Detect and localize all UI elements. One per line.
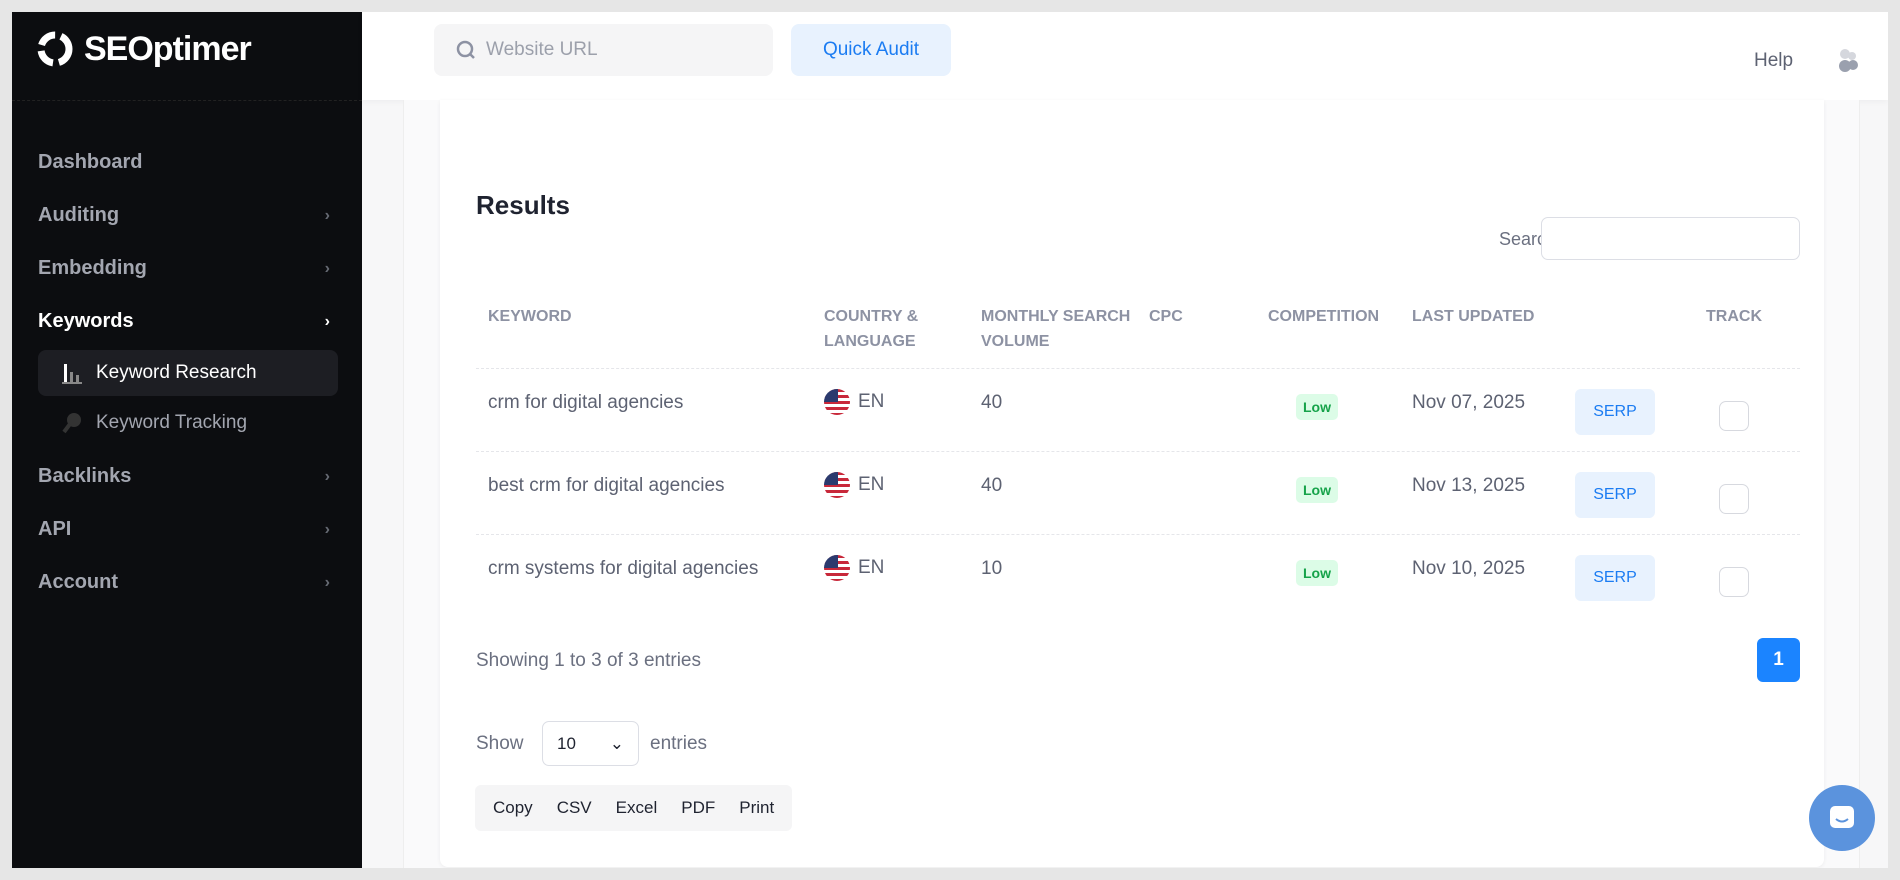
sidebar: SEOptimer Dashboard Auditing › Embedding ›… xyxy=(12,12,362,868)
sidebar-item-backlinks[interactable]: Backlinks › xyxy=(38,450,338,503)
competition-badge: Low xyxy=(1296,394,1338,420)
last-updated-cell: Nov 13, 2025 xyxy=(1412,475,1526,496)
chevron-right-icon: › xyxy=(324,312,330,330)
url-placeholder: Website URL xyxy=(486,39,598,60)
top-header: Website URL Quick Audit Help xyxy=(362,12,1888,100)
results-card: Results Search: KEYWORD COUNTRY & LANGUA… xyxy=(440,100,1824,867)
sidebar-item-embedding[interactable]: Embedding › xyxy=(38,242,338,295)
language-code: EN xyxy=(858,557,885,579)
sidebar-item-api[interactable]: API › xyxy=(38,503,338,556)
competition-badge: Low xyxy=(1296,560,1338,586)
row-divider xyxy=(476,534,1800,535)
sidebar-item-label: Account xyxy=(38,571,118,593)
copy-button[interactable]: Copy xyxy=(481,798,545,818)
col-competition[interactable]: COMPETITION xyxy=(1268,308,1380,325)
last-updated-cell: Nov 07, 2025 xyxy=(1412,392,1526,413)
sidebar-item-label: Embedding xyxy=(38,257,147,279)
chat-icon xyxy=(1830,806,1854,828)
sidebar-item-label: Backlinks xyxy=(38,465,132,487)
sidebar-item-label: Auditing xyxy=(38,204,120,226)
help-link[interactable]: Help xyxy=(1754,50,1794,71)
showing-entries: Showing 1 to 3 of 3 entries xyxy=(476,650,701,671)
us-flag-icon xyxy=(824,555,850,581)
chevron-down-icon: ⌄ xyxy=(609,733,624,753)
chat-launcher-button[interactable] xyxy=(1809,785,1875,851)
keyword-cell: best crm for digital agencies xyxy=(488,475,725,496)
volume-cell: 10 xyxy=(981,558,1003,579)
sidebar-item-label: API xyxy=(38,518,72,540)
competition-badge: Low xyxy=(1296,477,1338,503)
language-code: EN xyxy=(858,391,885,413)
us-flag-icon xyxy=(824,472,850,498)
brand-name: SEOptimer xyxy=(84,29,252,68)
col-country-language[interactable]: COUNTRY & LANGUAGE xyxy=(824,308,919,350)
app-window: SEOptimer Dashboard Auditing › Embedding ›… xyxy=(12,12,1888,868)
export-buttons: Copy CSV Excel PDF Print xyxy=(475,785,793,831)
track-checkbox[interactable] xyxy=(1719,567,1749,597)
chevron-right-icon: › xyxy=(324,467,330,485)
track-checkbox[interactable] xyxy=(1719,484,1749,514)
col-keyword[interactable]: KEYWORD xyxy=(488,308,572,325)
logo[interactable]: SEOptimer xyxy=(32,26,252,72)
gear-logo-icon xyxy=(37,31,73,67)
row-divider xyxy=(476,368,1800,369)
excel-button[interactable]: Excel xyxy=(604,798,670,818)
sidebar-nav: Dashboard Auditing › Embedding › Keywords ›… xyxy=(38,136,338,609)
volume-cell: 40 xyxy=(981,392,1003,413)
table-search-input[interactable] xyxy=(1541,217,1800,260)
quick-audit-button[interactable]: Quick Audit xyxy=(791,24,951,76)
col-cpc[interactable]: CPC xyxy=(1149,308,1183,325)
divider xyxy=(12,100,362,101)
col-last-updated[interactable]: LAST UPDATED xyxy=(1412,308,1535,325)
keyword-cell: crm for digital agencies xyxy=(488,392,684,413)
serp-button[interactable]: SERP xyxy=(1575,555,1655,601)
country-language-cell: EN xyxy=(824,389,884,415)
us-flag-icon xyxy=(824,389,850,415)
sidebar-subitem-keyword-research[interactable]: Keyword Research xyxy=(38,350,338,396)
country-language-cell: EN xyxy=(824,555,884,581)
sidebar-item-label: Dashboard xyxy=(38,151,143,173)
bar-chart-icon xyxy=(62,364,82,384)
sidebar-item-dashboard[interactable]: Dashboard xyxy=(38,136,338,189)
page-1-button[interactable]: 1 xyxy=(1757,638,1800,682)
sidebar-item-label: Keyword Tracking xyxy=(96,412,248,433)
serp-button[interactable]: SERP xyxy=(1575,472,1655,518)
sidebar-item-keywords[interactable]: Keywords › xyxy=(38,295,338,348)
results-title: Results xyxy=(476,190,570,220)
pin-icon xyxy=(62,413,81,434)
search-icon xyxy=(456,40,475,59)
page-size-value: 10 xyxy=(557,733,576,753)
col-track[interactable]: TRACK xyxy=(1706,308,1762,325)
website-url-input[interactable]: Website URL xyxy=(434,24,773,76)
volume-cell: 40 xyxy=(981,475,1003,496)
serp-button[interactable]: SERP xyxy=(1575,389,1655,435)
col-monthly-search-volume[interactable]: MONTHLY SEARCH VOLUME xyxy=(981,308,1131,350)
csv-button[interactable]: CSV xyxy=(545,798,604,818)
keyword-cell: crm systems for digital agencies xyxy=(488,558,759,579)
print-button[interactable]: Print xyxy=(727,798,786,818)
entries-label: entries xyxy=(650,733,708,754)
show-label: Show xyxy=(476,733,524,754)
last-updated-cell: Nov 10, 2025 xyxy=(1412,558,1526,579)
row-divider xyxy=(476,451,1800,452)
page-size-select[interactable]: 10 ⌄ xyxy=(542,721,639,766)
country-language-cell: EN xyxy=(824,472,884,498)
user-account-icon[interactable] xyxy=(1836,48,1860,72)
chevron-right-icon: › xyxy=(324,520,330,538)
sidebar-item-label: Keyword Research xyxy=(96,362,257,383)
sidebar-item-auditing[interactable]: Auditing › xyxy=(38,189,338,242)
chevron-right-icon: › xyxy=(324,573,330,591)
track-checkbox[interactable] xyxy=(1719,401,1749,431)
sidebar-item-account[interactable]: Account › xyxy=(38,556,338,609)
language-code: EN xyxy=(858,474,885,496)
sidebar-item-label: Keywords xyxy=(38,310,134,332)
sidebar-subitem-keyword-tracking[interactable]: Keyword Tracking xyxy=(38,400,338,446)
pdf-button[interactable]: PDF xyxy=(669,798,727,818)
chevron-right-icon: › xyxy=(324,206,330,224)
chevron-right-icon: › xyxy=(324,259,330,277)
